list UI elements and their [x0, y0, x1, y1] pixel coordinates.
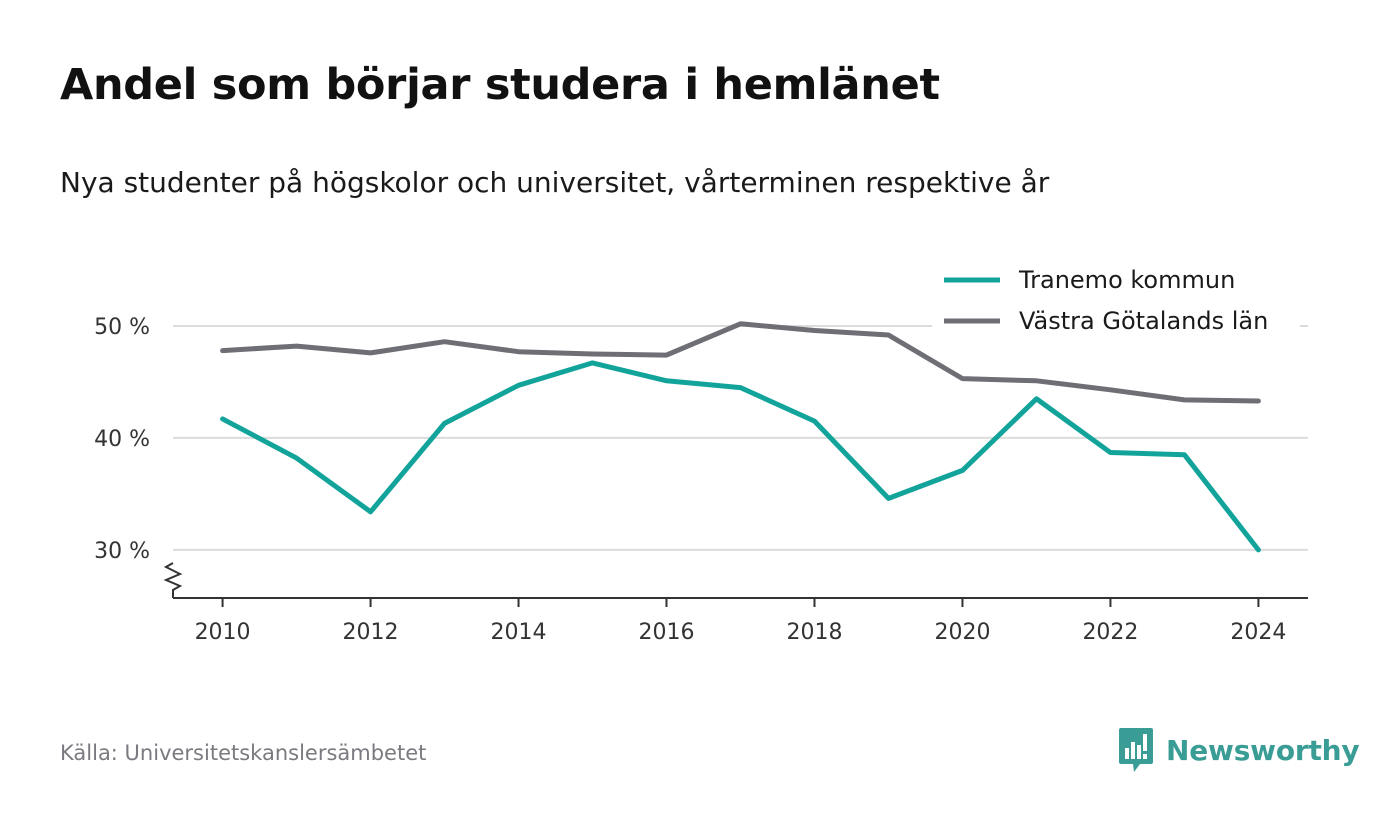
y-tick-label: 50 % — [94, 315, 150, 340]
source-note: Källa: Universitetskanslersämbetet — [60, 741, 427, 765]
series-line-vastra-gotalands-lan — [220, 321, 1261, 404]
y-tick-label: 30 % — [94, 539, 150, 564]
series-lines — [220, 321, 1261, 553]
legend-label: Tranemo kommun — [1018, 266, 1235, 294]
legend-background — [932, 258, 1300, 342]
newsworthy-logo[interactable]: Newsworthy — [1118, 727, 1360, 773]
gridlines — [173, 325, 1308, 551]
series-line-tranemo-kommun — [220, 360, 1261, 553]
x-tick-label: 2014 — [491, 620, 547, 645]
y-tick-label: 40 % — [94, 427, 150, 452]
x-tick-label: 2010 — [195, 620, 251, 645]
legend-label: Västra Götalands län — [1019, 307, 1268, 335]
x-tick-label: 2024 — [1230, 620, 1286, 645]
x-tick-label: 2018 — [786, 620, 842, 645]
axes: 30 % 40 % 50 % 2010 2012 2014 2016 2018 2020 2022… — [94, 315, 1308, 645]
axis-break-marker — [163, 562, 183, 598]
x-tick-label: 2020 — [934, 620, 990, 645]
x-tick-label: 2022 — [1082, 620, 1138, 645]
chart-subtitle: Nya studenter på högskolor och universit… — [60, 166, 1050, 199]
brand-name: Newsworthy — [1166, 733, 1360, 767]
legend: Tranemo kommun Västra Götalands län — [932, 258, 1300, 342]
x-tick-label: 2016 — [639, 620, 695, 645]
chart-title: Andel som börjar studera i hemlänet — [60, 60, 940, 110]
x-tick-label: 2012 — [343, 620, 399, 645]
newsworthy-logo-icon — [1119, 728, 1153, 772]
